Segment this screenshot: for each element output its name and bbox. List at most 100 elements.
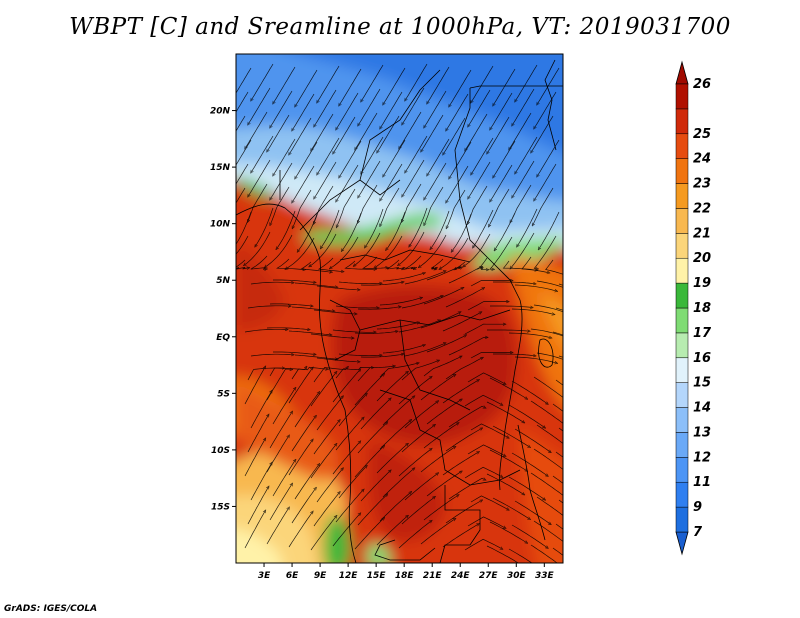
streamline [514, 356, 556, 363]
streamline [248, 183, 268, 221]
streamline [517, 208, 538, 246]
streamline [379, 420, 411, 450]
streamline [313, 367, 348, 383]
streamline [288, 368, 312, 404]
streamline [289, 117, 312, 154]
streamline [486, 401, 524, 422]
colorbar-label: 14 [693, 401, 711, 416]
streamline [533, 304, 563, 313]
streamline [386, 211, 406, 250]
streamline [375, 235, 403, 268]
streamline [313, 421, 339, 455]
streamline [455, 261, 466, 269]
streamline [251, 63, 274, 100]
streamline [419, 234, 447, 267]
streamline [267, 114, 290, 151]
streamline [470, 280, 512, 287]
streamline [426, 472, 461, 497]
streamline [489, 188, 510, 226]
streamline [310, 372, 336, 407]
latitude-axis: 20N 15N 10N 5N EQ 5S 10S 15S [210, 107, 236, 512]
streamline [467, 302, 508, 311]
streamline [360, 354, 403, 358]
colorbar: 7 9 11 12 13 14 15 16 17 18 19 20 21 22 23 24 25 26 [675, 60, 712, 556]
streamline [464, 466, 502, 479]
streamline [539, 211, 560, 249]
streamline [313, 309, 356, 314]
colorbar-under-arrow [675, 531, 689, 556]
streamline [288, 330, 331, 335]
streamline [442, 524, 478, 548]
streamline [423, 357, 461, 377]
streamline [310, 516, 336, 551]
streamline [442, 380, 478, 404]
streamline [311, 113, 334, 150]
colorbar-segment [675, 257, 689, 284]
streamline [420, 312, 460, 329]
streamline [489, 377, 527, 399]
streamline [380, 91, 403, 128]
streamline [310, 233, 337, 266]
streamline [358, 160, 381, 197]
streamline [360, 282, 403, 286]
streamline [467, 444, 505, 456]
colorbar-label: 25 [693, 127, 711, 142]
streamline [511, 184, 532, 222]
streamline [331, 236, 359, 268]
streamline [265, 234, 293, 267]
streamline [251, 135, 274, 172]
streamline [424, 186, 444, 224]
colorbar-label: 23 [693, 177, 711, 192]
streamline [288, 512, 312, 548]
streamline [489, 449, 527, 471]
lat-tick-label: 20N [210, 107, 231, 117]
streamline [288, 440, 312, 476]
streamline [558, 427, 563, 432]
streamline [293, 189, 312, 228]
streamline [332, 514, 360, 547]
streamline [487, 116, 510, 153]
colorbar-segment [675, 307, 689, 334]
streamline [379, 298, 421, 306]
streamline [355, 112, 378, 149]
streamline [276, 258, 304, 270]
colorbar-label: 17 [693, 326, 712, 341]
streamline [358, 184, 378, 222]
streamline [332, 329, 375, 332]
streamline [310, 333, 353, 338]
streamline [354, 446, 384, 478]
streamline [361, 256, 387, 268]
streamline [511, 452, 547, 476]
streamline [530, 328, 563, 337]
colorbar-over-arrow [675, 60, 689, 85]
streamline [420, 519, 455, 545]
streamline [338, 281, 381, 284]
streamline [531, 115, 554, 152]
streamline [493, 68, 516, 105]
streamline [380, 163, 403, 200]
streamline [248, 87, 271, 124]
streamline [338, 353, 381, 356]
streamline [398, 521, 431, 549]
lon-tick-label: 27E [479, 571, 499, 581]
streamline [292, 93, 315, 130]
streamline [256, 207, 274, 246]
streamlines [236, 63, 563, 563]
streamline [420, 447, 455, 473]
streamline [354, 331, 397, 334]
lon-tick-label: 33E [535, 571, 555, 581]
streamline [244, 511, 265, 549]
streamline [468, 185, 488, 223]
lat-tick-label: 15N [210, 163, 231, 173]
streamline [316, 357, 359, 362]
colorbar-label: 22 [693, 201, 711, 216]
streamline [555, 451, 563, 458]
streamline [404, 271, 445, 285]
streamline [332, 370, 360, 403]
streamline [380, 187, 400, 225]
streamline [248, 159, 271, 196]
streamline [382, 397, 414, 426]
streamline [471, 65, 494, 102]
streamline [270, 90, 293, 127]
colorbar-segment [675, 332, 689, 359]
